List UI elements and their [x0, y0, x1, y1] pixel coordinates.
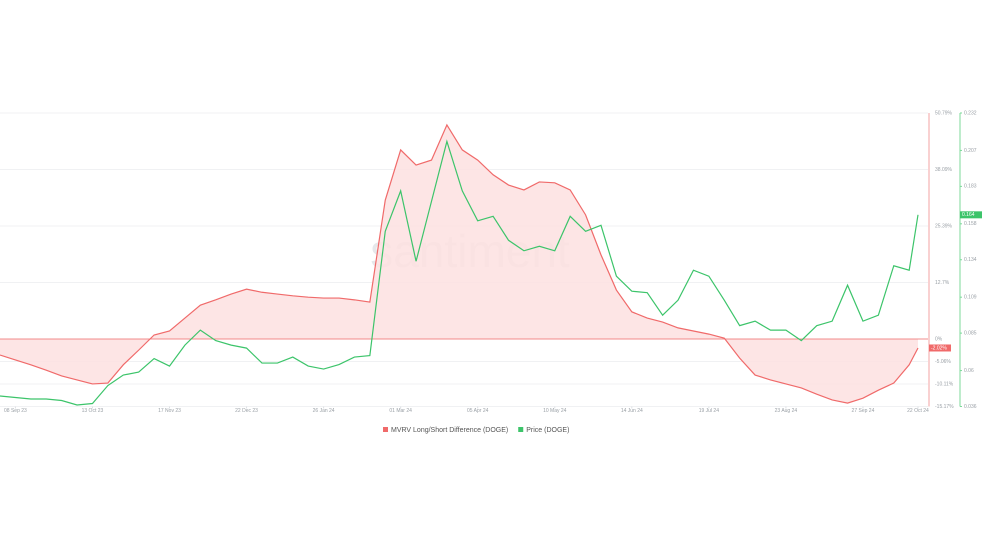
line [0, 139, 919, 406]
y-tick-label: 50.79% [935, 110, 953, 116]
x-tick-label: 22 Dec 23 [235, 408, 258, 414]
y-tick-label: 0% [935, 336, 943, 342]
y2-tick-label: 0.085 [964, 330, 977, 336]
y2-tick-label: 0.109 [964, 295, 977, 301]
y-tick-label: 12.7% [935, 280, 950, 286]
x-tick-label: 17 Nov 23 [158, 408, 181, 414]
x-tick-label: 23 Aug 24 [775, 408, 798, 414]
y2-tick-label: 0.183 [964, 184, 977, 190]
y2-tick-label: 0.158 [964, 221, 977, 227]
y-tick-label: 25.39% [935, 223, 953, 229]
y2-tick-label: 0.207 [964, 148, 977, 154]
x-tick-label: 10 May 24 [543, 408, 567, 414]
legend-swatch [383, 427, 388, 432]
y-tick-label: -10.11% [935, 381, 954, 387]
legend-label: MVRV Long/Short Difference (DOGE) [391, 427, 508, 434]
y-tick-label: -15.17% [935, 404, 954, 410]
x-tick-label: 14 Jun 24 [621, 408, 643, 414]
y2-tick-label: 0.036 [964, 404, 977, 410]
y2-tick-label: 0.232 [964, 110, 977, 116]
line [0, 123, 919, 404]
x-tick-label: 27 Sep 24 [852, 408, 875, 414]
last-value-label: -2.02% [931, 345, 947, 351]
x-tick-label: 08 Sep 23 [4, 408, 27, 414]
area [0, 124, 918, 404]
y2-tick-label: 0.134 [964, 257, 977, 263]
legend-label: Price (DOGE) [526, 427, 569, 434]
y-tick-label: -5.06% [935, 359, 951, 365]
x-tick-label: 01 Mar 24 [389, 408, 412, 414]
y-tick-label: 38.09% [935, 167, 953, 173]
x-tick-label: 26 Jan 24 [313, 408, 335, 414]
last-value-badge [929, 344, 951, 352]
legend-swatch [518, 427, 524, 432]
last-value-label: 0.164 [962, 212, 975, 218]
x-tick-label: 22 Oct 24 [907, 408, 929, 414]
y2-tick-label: 0.06 [964, 368, 974, 374]
x-tick-label: 05 Apr 24 [467, 408, 489, 414]
last-value-badge [960, 211, 982, 219]
x-tick-label: 13 Oct 23 [82, 408, 104, 414]
x-tick-label: 19 Jul 24 [699, 408, 720, 414]
